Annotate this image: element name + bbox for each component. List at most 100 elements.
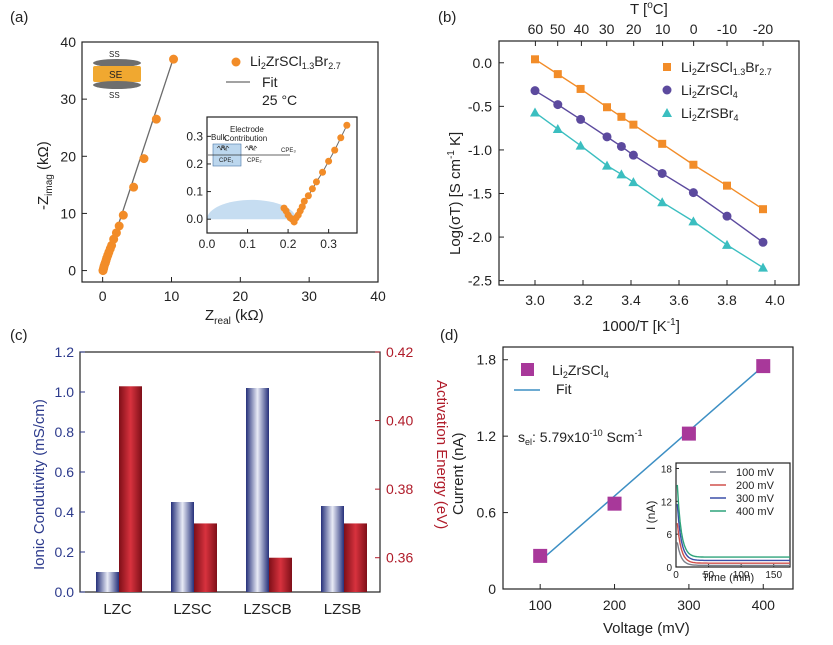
panel-a-xtick-label: 10 [164,288,180,304]
panel-label-d: (d) [440,327,458,344]
panel-d-inset-curve [676,484,790,558]
legend-label-part: Br [745,59,759,75]
panel-a-xtick-label: 20 [233,288,249,304]
inset-frame [206,116,358,234]
panel-d-inset-frame [675,462,791,568]
legend-label-part: 2 [692,90,697,100]
panel-c-bar-activation [269,557,292,592]
panel-c-category-label: LZC [103,601,132,618]
panel-b-data-point [629,120,638,129]
svg-text:CPE₃: CPE₃ [281,148,296,154]
panel-b-data-point [602,160,612,170]
panel-a-data-point [114,221,124,231]
panel-c-left-tick-label: 0.2 [55,544,75,560]
legend-label-part: 2.7 [759,67,772,77]
panel-b-data-point [628,177,639,187]
panel-a-xtick-label: 40 [370,288,386,304]
inset-data-point [325,157,333,165]
panel-b-xtick-label: 3.8 [717,292,737,308]
panel-b-data-point [758,237,768,247]
panel-c-category-label: LZSB [324,601,362,618]
legend-label-part: Li [681,105,692,121]
panel-b-series-line [534,90,764,243]
inset-data-point [337,134,345,142]
panel-b-data-point [575,140,586,150]
panel-b-ytick-label: -1.5 [468,186,492,202]
panel-b-data-point [602,132,612,142]
panel-a-ylabel: -Zimag (kΩ) [35,141,55,210]
inset-data-point [304,192,312,200]
panel-b-data-point [531,55,539,64]
panel-label-b: (b) [438,9,456,26]
panel-b-data-point [616,141,626,151]
panel-d-xtick-label: 100 [528,597,552,613]
panel-b-data-point [688,188,698,198]
panel-a-ytick-label: 0 [68,263,76,279]
panel-c-left-tick-label: 1.2 [55,344,75,360]
cell-stack-icon: SS SE SS [93,50,141,100]
panel-b-legend-label: Li2ZrSBr4 [681,105,739,123]
panel-a-ytick-label: 10 [60,205,76,221]
panel-d-inset-ytick-label: 0 [666,563,672,574]
panel-a-legend-label: Li2ZrSCl1.3Br2.7 [250,53,341,71]
panel-c-right-tick-label: 0.36 [386,550,413,566]
panel-b-data-point [758,262,768,272]
panel-b-data-point [759,205,767,214]
inset-xlabel: Time (min) [702,572,754,584]
panel-d-inset-xtick-label: 50 [703,570,715,581]
panel-b-data-point [722,239,732,249]
legend-label-part: Li [681,59,692,75]
panel-b-data-point [603,103,611,112]
panel-d-inset-xtick-label: 100 [733,570,750,581]
panel-b-data-point [530,107,540,117]
inset-bulk-semicircle [207,199,297,220]
panel-a-data-point [118,210,128,220]
panel-b-legend-marker [663,63,671,71]
panel-label-c: (c) [10,327,28,344]
panel-b-xtick-label: 3.4 [621,292,641,308]
panel-b-ytick-label: -0.5 [468,98,492,114]
panel-b-series-line [534,58,764,210]
panel-b-data-point [576,84,585,93]
panel-b-xtick-label: 3.6 [669,292,689,308]
panel-b-data-point [657,168,667,178]
panel-c-bar-conductivity [321,506,344,592]
panel-b-data-point [552,124,563,134]
panel-a-data-point [129,182,139,192]
panel-d-inset-xtick-label: 0 [673,570,679,581]
panel-c-chart: LZC LZSC LZSCB LZSB 0.0 0.2 0.4 0.6 0.8 1.0 1.2 0.3… [31,344,450,618]
panel-b-data-point [628,150,638,160]
inset-bulk-label: Bulk [211,133,228,142]
panel-d-data-point [533,548,548,563]
legend-label-part: 4 [733,90,738,100]
panel-b-data-point [658,139,667,148]
panel-c-category-label: LZSCB [243,601,291,618]
panel-b-top-tick-label: 20 [626,21,642,37]
legend-label-part: 2 [692,67,697,77]
panel-a-ytick-label: 30 [60,91,76,107]
panel-c-left-tick-label: 0.6 [55,464,75,480]
inset-data-point [343,121,351,129]
panel-b-legend-marker [662,85,672,95]
panel-d-xlabel: Voltage (mV) [603,620,690,637]
panel-c-left-tick-label: 0.0 [55,584,75,600]
panel-b-ytick-label: -2.0 [468,229,492,245]
panel-a-ytick-label: 20 [60,148,76,164]
panel-d-legend: Li2ZrSCl4 Fit [514,362,609,397]
inset-data-point [300,197,308,205]
panel-d-data-point [756,359,771,374]
panel-b-xtick-label: 4.0 [765,292,785,308]
panel-c-bar-conductivity [96,572,119,592]
panel-c-bar-activation [119,386,142,592]
legend-label-part: Li [681,82,692,98]
panel-d-xtick-label: 400 [752,597,776,613]
inset-ytick-label: 0.0 [186,212,203,226]
svg-text:CPE₁: CPE₁ [219,158,233,164]
panel-b-data-point [657,197,668,207]
panel-d-inset-legend-label: 400 mV [736,506,775,518]
inset-data-point [308,185,316,193]
stack-label-top: SS [109,50,120,59]
panel-c-bar-conductivity [171,502,194,592]
